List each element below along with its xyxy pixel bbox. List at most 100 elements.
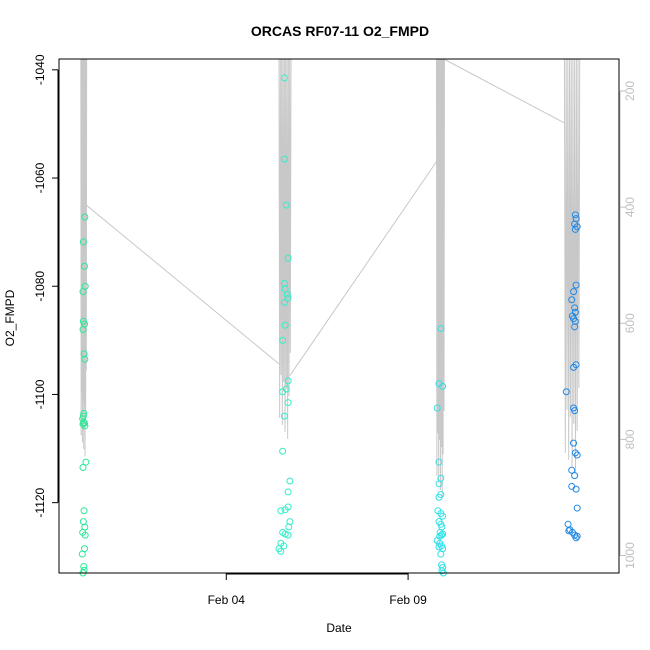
- data-point: [79, 412, 87, 420]
- right-tick-label: 800: [623, 429, 637, 449]
- x-axis-label: Date: [326, 621, 352, 635]
- left-tick-label: -1040: [33, 54, 47, 85]
- data-point: [284, 488, 292, 496]
- altitude-lines: [80, 58, 581, 497]
- data-point: [80, 320, 88, 328]
- profile-line: [563, 58, 581, 474]
- data-point: [284, 294, 292, 302]
- data-point: [573, 504, 581, 512]
- data-point: [79, 463, 87, 471]
- right-tick-label: 1000: [623, 542, 637, 569]
- transit-line: [84, 203, 280, 365]
- data-point: [570, 288, 578, 296]
- data-point: [435, 480, 443, 488]
- data-point: [570, 439, 578, 447]
- data-point: [82, 458, 90, 466]
- data-point: [281, 321, 289, 329]
- data-point: [439, 564, 447, 572]
- data-point: [280, 412, 288, 420]
- data-point: [280, 298, 288, 306]
- data-point: [568, 466, 576, 474]
- data-point: [435, 493, 443, 501]
- data-point: [562, 388, 570, 396]
- data-point: [572, 281, 580, 289]
- data-point: [571, 317, 579, 325]
- left-axis: -1040 -1060 -1080 -1100 -1120: [33, 54, 59, 518]
- data-point: [80, 262, 88, 270]
- data-point: [280, 280, 288, 288]
- data-point: [435, 458, 443, 466]
- data-point: [284, 399, 292, 407]
- data-point: [279, 447, 287, 455]
- data-point: [570, 363, 578, 371]
- right-tick-label: 400: [623, 197, 637, 217]
- data-point: [285, 523, 293, 531]
- data-point: [280, 74, 288, 82]
- data-point: [284, 377, 292, 385]
- y-axis-label: O2_FMPD: [3, 289, 17, 346]
- data-point: [80, 409, 88, 417]
- data-point: [437, 550, 445, 558]
- data-point: [282, 201, 290, 209]
- data-point: [81, 422, 89, 430]
- data-point: [79, 238, 87, 246]
- chart-title: ORCAS RF07-11 O2_FMPD: [251, 23, 429, 39]
- left-tick-label: -1100: [33, 379, 47, 409]
- data-point: [80, 419, 88, 427]
- data-point: [571, 304, 579, 312]
- left-tick-label: -1080: [33, 271, 47, 302]
- data-point: [571, 211, 579, 219]
- data-point: [435, 543, 443, 551]
- data-point: [571, 225, 579, 233]
- data-point: [439, 382, 447, 390]
- data-point: [572, 485, 580, 493]
- data-point: [81, 282, 89, 290]
- data-point: [284, 254, 292, 262]
- x-axis: Feb 04 Feb 09: [208, 573, 427, 607]
- data-point: [280, 155, 288, 163]
- data-point: [284, 503, 292, 511]
- right-tick-label: 600: [623, 313, 637, 333]
- data-point: [573, 532, 581, 540]
- data-point: [433, 404, 441, 412]
- data-point: [437, 324, 445, 332]
- data-point: [568, 482, 576, 490]
- right-tick-label: 200: [623, 81, 637, 101]
- x-tick-label: Feb 04: [208, 593, 246, 607]
- data-point: [283, 290, 291, 298]
- data-points: [78, 74, 581, 577]
- data-point: [571, 449, 579, 457]
- data-point: [573, 451, 581, 459]
- data-point: [439, 512, 447, 520]
- left-tick-label: -1120: [33, 487, 47, 517]
- data-point: [571, 407, 579, 415]
- data-point: [565, 527, 573, 535]
- data-point: [284, 531, 292, 539]
- data-point: [277, 507, 285, 515]
- data-point: [572, 534, 580, 542]
- transit-line: [289, 160, 438, 376]
- data-point: [286, 477, 294, 485]
- data-point: [81, 355, 89, 363]
- data-point: [81, 523, 89, 531]
- profile-line: [435, 58, 445, 497]
- data-point: [279, 336, 287, 344]
- plot-frame: [58, 58, 620, 574]
- profile-line: [278, 58, 292, 439]
- data-point: [80, 563, 88, 571]
- data-point: [438, 531, 446, 539]
- data-point: [80, 545, 88, 553]
- data-point: [81, 213, 89, 221]
- right-axis: 200 400 600 800 1000: [619, 81, 637, 569]
- data-point: [80, 350, 88, 358]
- data-point: [568, 296, 576, 304]
- x-tick-label: Feb 09: [389, 593, 427, 607]
- data-point: [280, 542, 288, 550]
- left-tick-label: -1060: [33, 162, 47, 193]
- data-point: [279, 388, 287, 396]
- transit-line: [443, 58, 565, 124]
- data-point: [81, 531, 89, 539]
- profile-line: [80, 58, 88, 457]
- data-point: [277, 547, 285, 555]
